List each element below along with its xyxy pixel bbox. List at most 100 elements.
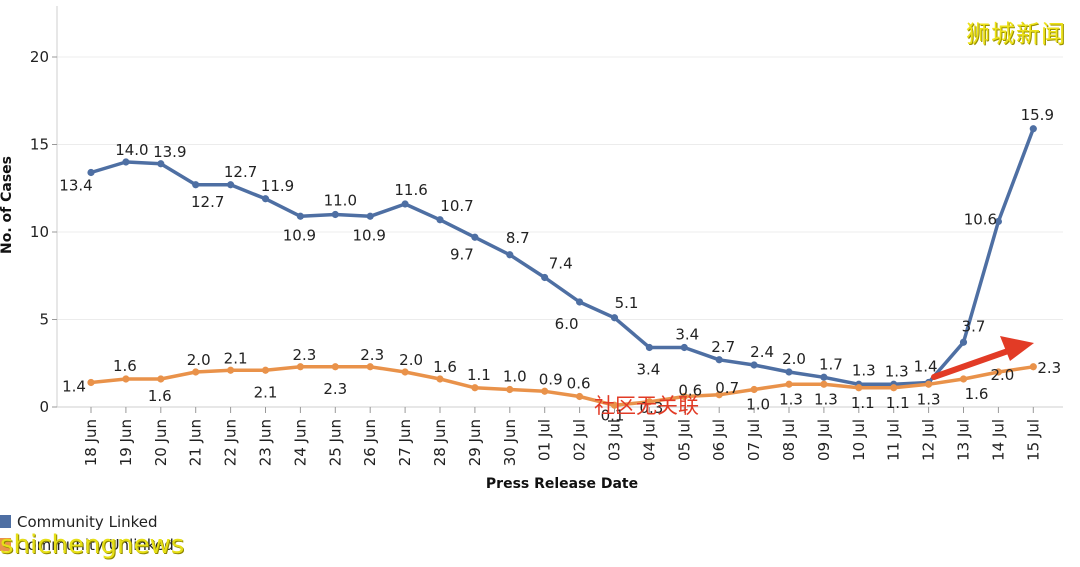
data-label: 2.3: [323, 380, 347, 398]
x-axis-title: Press Release Date: [486, 476, 638, 492]
data-label: 1.6: [148, 387, 172, 405]
data-point: [401, 368, 409, 376]
annotation-text: 社区无关联: [594, 394, 699, 418]
data-label: 11.0: [324, 192, 357, 210]
x-tick-label: 15 Jul: [1024, 419, 1042, 461]
data-label: 1.6: [965, 385, 989, 403]
data-point: [541, 273, 549, 282]
data-point: [296, 363, 304, 371]
data-label: 2.0: [187, 351, 211, 369]
data-label: 10.9: [283, 226, 316, 244]
annotation-arrow: [931, 336, 1034, 380]
x-tick-label: 08 Jul: [780, 419, 798, 461]
data-labels: 13.414.0 13.912.712.711.910.911.010.911.6…: [59, 106, 1061, 425]
data-label: 2.3: [360, 346, 384, 364]
data-point: [192, 181, 200, 189]
data-point: [87, 168, 95, 177]
data-label: 1.1: [467, 366, 491, 384]
data-label: 9.7: [450, 245, 474, 263]
data-point: [227, 181, 235, 189]
x-tick-label: 28 Jun: [431, 419, 449, 466]
y-tick-label: 0: [39, 398, 49, 416]
data-point: [122, 158, 130, 166]
data-point: [331, 363, 339, 371]
x-tick-label: 06 Jul: [710, 419, 728, 461]
data-point: [820, 373, 828, 381]
data-label: 2.3: [1037, 359, 1061, 377]
data-label: 2.4: [750, 343, 774, 361]
data-label: 1.3: [885, 362, 909, 380]
data-label: 0.6: [567, 375, 591, 393]
data-label: 1.6: [433, 358, 457, 376]
series-lines: [87, 125, 1037, 409]
legend-item-community-unlinked: Community Unlinked: [0, 536, 174, 554]
x-tick-label: 09 Jul: [815, 419, 833, 461]
y-tick-label: 10: [30, 223, 49, 241]
data-point: [366, 363, 374, 371]
x-tick-label: 01 Jul: [536, 419, 554, 461]
y-axis: 0 5 10 15 20: [30, 6, 58, 416]
watermark-top-right: 狮城新闻: [966, 20, 1066, 48]
x-tick-label: 12 Jul: [920, 419, 938, 461]
data-point: [959, 338, 968, 346]
data-label: 2.1: [224, 349, 248, 367]
annotation-arrow-shaft: [931, 348, 1011, 380]
data-point: [959, 375, 968, 383]
data-point: [87, 378, 95, 387]
data-point: [645, 343, 654, 352]
data-point: [506, 385, 514, 394]
data-point: [261, 366, 270, 374]
data-label: 1.4: [62, 378, 86, 396]
data-point: [645, 398, 654, 406]
data-point: [366, 212, 374, 220]
data-label: 11.6: [394, 181, 427, 199]
y-tick-label: 20: [30, 48, 49, 66]
data-label: 10.6: [964, 211, 997, 229]
data-label: 0.1: [601, 406, 625, 424]
data-label: 8.7: [506, 229, 530, 247]
x-tick-label: 04 Jul: [640, 419, 658, 461]
x-tick-label: 10 Jul: [850, 419, 868, 461]
legend-item-community-linked: Community Linked: [0, 513, 158, 531]
data-point: [715, 391, 723, 399]
data-label: 0.7: [715, 379, 739, 397]
watermark-bottom-left: shichengnews: [0, 530, 185, 560]
data-label: 1.3: [852, 361, 876, 379]
x-tick-label: 13 Jul: [955, 419, 973, 461]
x-axis: 18 Jun 19 Jun 20 Jun 21 Jun 22 Jun 23 Jun 24 J…: [57, 406, 1063, 466]
data-point: [261, 195, 270, 203]
series-line-1: [90, 365, 1034, 408]
data-point: [610, 314, 619, 322]
data-label: 15.9: [1021, 106, 1054, 124]
y-tick-label: 15: [30, 136, 49, 154]
x-tick-label: 19 Jun: [117, 419, 135, 466]
data-point: [192, 368, 200, 376]
data-point: [715, 356, 723, 364]
data-label: 10.9: [352, 226, 385, 244]
data-label: 7.4: [549, 255, 573, 273]
legend-swatch-unlinked: [0, 538, 11, 551]
data-label: 13.4: [59, 177, 92, 195]
legend-label-linked: Community Linked: [17, 513, 158, 531]
data-point: [680, 392, 688, 401]
data-point: [471, 233, 479, 241]
series-line-0: [90, 128, 1035, 387]
data-label: 13.9: [153, 143, 186, 161]
data-label: 2.1: [254, 383, 278, 401]
data-point: [855, 384, 863, 392]
x-tick-label: 14 Jul: [989, 419, 1007, 461]
data-label: 14.0: [115, 141, 148, 159]
gridlines: [57, 56, 1063, 320]
data-point: [750, 361, 758, 369]
data-label: 1.0: [503, 368, 527, 386]
data-point: [227, 366, 235, 374]
data-label: 0.3: [639, 399, 663, 417]
data-point: [820, 380, 828, 388]
data-point: [471, 384, 479, 392]
data-point: [785, 380, 793, 388]
legend-label-unlinked: Community Unlinked: [17, 536, 174, 554]
data-label: 3.4: [675, 326, 699, 344]
x-tick-label: 02 Jul: [571, 419, 589, 461]
data-label: 12.7: [191, 193, 224, 211]
